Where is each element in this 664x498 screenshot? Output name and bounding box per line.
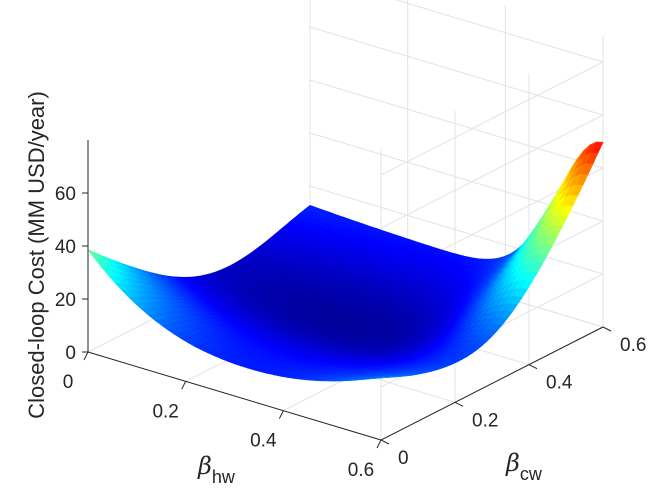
x-axis-line [87, 351, 382, 441]
x-tick-label: 0.6 [348, 460, 374, 481]
x-axis-label: βhw [197, 452, 236, 487]
z-tick-label: 20 [55, 290, 76, 311]
grid-line [309, 26, 604, 116]
surface-patch [87, 249, 101, 261]
x-tick [376, 439, 382, 449]
y-tick-label: 0.4 [546, 373, 573, 394]
x-tick [83, 351, 89, 361]
tick-labels: 0 0.2 0.4 0.6 0 0.2 0.4 0.6 0 20 40 60 [55, 184, 647, 481]
y-tick-label: 0 [398, 448, 409, 469]
x-tick-label: 0.2 [152, 401, 178, 422]
grid-line [380, 61, 604, 176]
x-axis-label-symbol: β [197, 452, 212, 480]
y-tick-label: 0.6 [620, 335, 646, 356]
x-tick-label: 0 [63, 372, 74, 393]
y-tick [380, 439, 390, 445]
grid-line [309, 185, 604, 275]
z-tick-label: 40 [55, 237, 76, 258]
z-tick-label: 60 [55, 184, 76, 205]
y-tick [602, 326, 612, 332]
x-tick [181, 381, 187, 390]
y-axis-label-subscript: cw [520, 464, 543, 484]
grid-line [394, 0, 604, 63]
y-tick-label: 0.2 [472, 410, 498, 431]
x-axis-label-subscript: hw [212, 467, 236, 487]
y-tick [454, 401, 464, 407]
y-axis-label-symbol: β [505, 449, 520, 477]
z-axis-label: Closed-loop Cost (MM USD/year) [24, 91, 49, 419]
surface-plot [87, 141, 604, 382]
axes [82, 140, 612, 449]
grid-line [380, 114, 604, 229]
y-tick [528, 364, 538, 370]
z-tick-label: 0 [65, 343, 76, 364]
y-axis-label: βcw [505, 449, 543, 484]
x-tick [278, 410, 284, 419]
y-axis-line [380, 326, 604, 441]
x-tick-label: 0.4 [250, 431, 277, 452]
grid-line [309, 79, 604, 169]
